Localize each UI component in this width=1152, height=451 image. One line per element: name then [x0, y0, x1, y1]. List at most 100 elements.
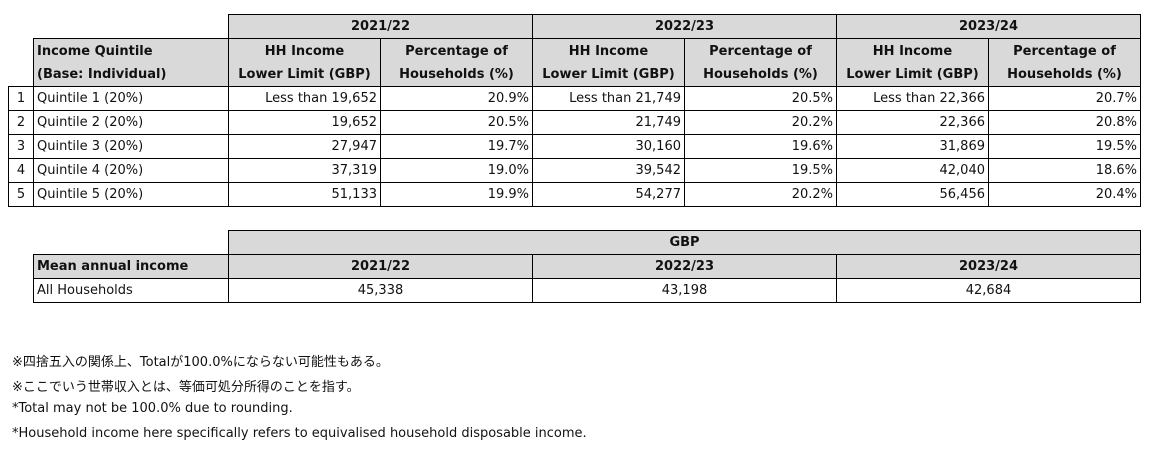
- note: ※ここでいう世帯収入とは、等価可処分所得のことを指す。: [12, 380, 360, 395]
- column-header-text: Lower Limit (GBP): [846, 66, 979, 82]
- data-cell-text: 19.9%: [487, 187, 529, 202]
- column-header-text: Households (%): [1007, 66, 1122, 82]
- note: ※四捨五入の関係上、Totalが100.0%にならない可能性もある。: [12, 355, 389, 370]
- data-cell-text: 51,133: [331, 187, 378, 202]
- data-cell-text: 19.5%: [791, 163, 833, 178]
- data-cell-text: 31,869: [939, 139, 986, 154]
- note: *Household income here specifically refe…: [12, 426, 587, 441]
- year-header: 2021/22: [228, 254, 533, 279]
- year-header-text: 2023/24: [958, 259, 1019, 274]
- row-label: Quintile 1 (20%): [33, 86, 229, 111]
- column-header: Percentage of Households (%): [684, 38, 837, 87]
- label-header: Mean annual income: [33, 254, 229, 279]
- data-cell: 19.0%: [380, 158, 533, 183]
- data-cell-text: 42,684: [965, 283, 1012, 298]
- data-cell: 20.9%: [380, 86, 533, 111]
- year-header: 2023/24: [836, 14, 1141, 39]
- year-header-text: 2021/22: [350, 259, 411, 274]
- row-label-text: Quintile 5 (20%): [37, 187, 144, 202]
- column-header: Percentage of Households (%): [988, 38, 1141, 87]
- data-cell: 56,456: [836, 182, 989, 207]
- year-header: 2021/22: [228, 14, 533, 39]
- data-cell-text: Less than 19,652: [265, 91, 377, 106]
- column-header-text: Percentage of: [709, 43, 812, 59]
- year-header: 2022/23: [532, 254, 837, 279]
- data-cell-text: 20.7%: [1095, 91, 1137, 106]
- data-cell: 19.7%: [380, 134, 533, 159]
- row-index-text: 5: [16, 187, 26, 202]
- data-cell-text: 20.8%: [1095, 115, 1137, 130]
- data-cell-text: 20.2%: [791, 115, 833, 130]
- row-index-text: 4: [16, 163, 26, 178]
- data-cell-text: 20.4%: [1095, 187, 1137, 202]
- data-cell-text: 54,277: [635, 187, 682, 202]
- row-index: 1: [8, 86, 34, 111]
- row-index-text: 2: [16, 115, 26, 130]
- data-cell: 20.8%: [988, 110, 1141, 135]
- row-label-text: Quintile 2 (20%): [37, 115, 144, 130]
- data-cell-text: 37,319: [331, 163, 378, 178]
- data-cell: 31,869: [836, 134, 989, 159]
- data-cell-text: 22,366: [939, 115, 986, 130]
- column-header: HH Income Lower Limit (GBP): [532, 38, 685, 87]
- data-cell-text: 19.6%: [791, 139, 833, 154]
- row-index-text: 1: [16, 91, 26, 106]
- year-header-text: 2021/22: [350, 19, 411, 34]
- column-header: HH Income Lower Limit (GBP): [836, 38, 989, 87]
- year-header-text: 2023/24: [958, 19, 1019, 34]
- column-header-text: Lower Limit (GBP): [238, 66, 371, 82]
- data-cell: 54,277: [532, 182, 685, 207]
- year-header: 2022/23: [532, 14, 837, 39]
- row-index: 3: [8, 134, 34, 159]
- data-cell: 42,040: [836, 158, 989, 183]
- data-cell-text: 19.0%: [487, 163, 529, 178]
- data-cell: 27,947: [228, 134, 381, 159]
- data-cell: 20.2%: [684, 182, 837, 207]
- data-cell: Less than 21,749: [532, 86, 685, 111]
- data-cell-text: 18.6%: [1095, 163, 1137, 178]
- data-cell-text: 19.7%: [487, 139, 529, 154]
- data-cell: Less than 19,652: [228, 86, 381, 111]
- year-header-text: 2022/23: [654, 259, 715, 274]
- data-cell: 18.6%: [988, 158, 1141, 183]
- column-header-text: HH Income: [264, 43, 345, 59]
- column-header: Percentage of Households (%): [380, 38, 533, 87]
- data-cell-text: 43,198: [661, 283, 708, 298]
- data-cell: 30,160: [532, 134, 685, 159]
- row-label-text: Quintile 1 (20%): [37, 91, 144, 106]
- data-cell: 19.5%: [988, 134, 1141, 159]
- data-cell: Less than 22,366: [836, 86, 989, 111]
- data-cell: 20.2%: [684, 110, 837, 135]
- data-cell: 19.9%: [380, 182, 533, 207]
- data-cell: 39,542: [532, 158, 685, 183]
- data-cell-text: 19,652: [331, 115, 378, 130]
- data-cell-text: 27,947: [331, 139, 378, 154]
- data-cell: 43,198: [532, 278, 837, 303]
- row-index: 5: [8, 182, 34, 207]
- row-index: 4: [8, 158, 34, 183]
- column-header-text: Households (%): [703, 66, 818, 82]
- data-cell: 21,749: [532, 110, 685, 135]
- data-cell: 20.5%: [684, 86, 837, 111]
- column-header-text: Percentage of: [1013, 43, 1116, 59]
- data-cell: 51,133: [228, 182, 381, 207]
- label-header: Income Quintile (Base: Individual): [33, 38, 229, 87]
- data-cell: 22,366: [836, 110, 989, 135]
- label-header-text: Mean annual income: [37, 259, 189, 274]
- unit-header-text: GBP: [669, 235, 700, 250]
- row-label-text: Quintile 4 (20%): [37, 163, 144, 178]
- data-cell: 19,652: [228, 110, 381, 135]
- data-cell: 20.7%: [988, 86, 1141, 111]
- data-cell-text: 20.9%: [487, 91, 529, 106]
- row-label: Quintile 4 (20%): [33, 158, 229, 183]
- data-cell-text: 45,338: [357, 283, 404, 298]
- label-header-text: (Base: Individual): [37, 66, 167, 82]
- year-header: 2023/24: [836, 254, 1141, 279]
- column-header: HH Income Lower Limit (GBP): [228, 38, 381, 87]
- column-header-text: Percentage of: [405, 43, 508, 59]
- column-header-text: HH Income: [568, 43, 649, 59]
- row-index-text: 3: [16, 139, 26, 154]
- row-index: 2: [8, 110, 34, 135]
- row-label-text: Quintile 3 (20%): [37, 139, 144, 154]
